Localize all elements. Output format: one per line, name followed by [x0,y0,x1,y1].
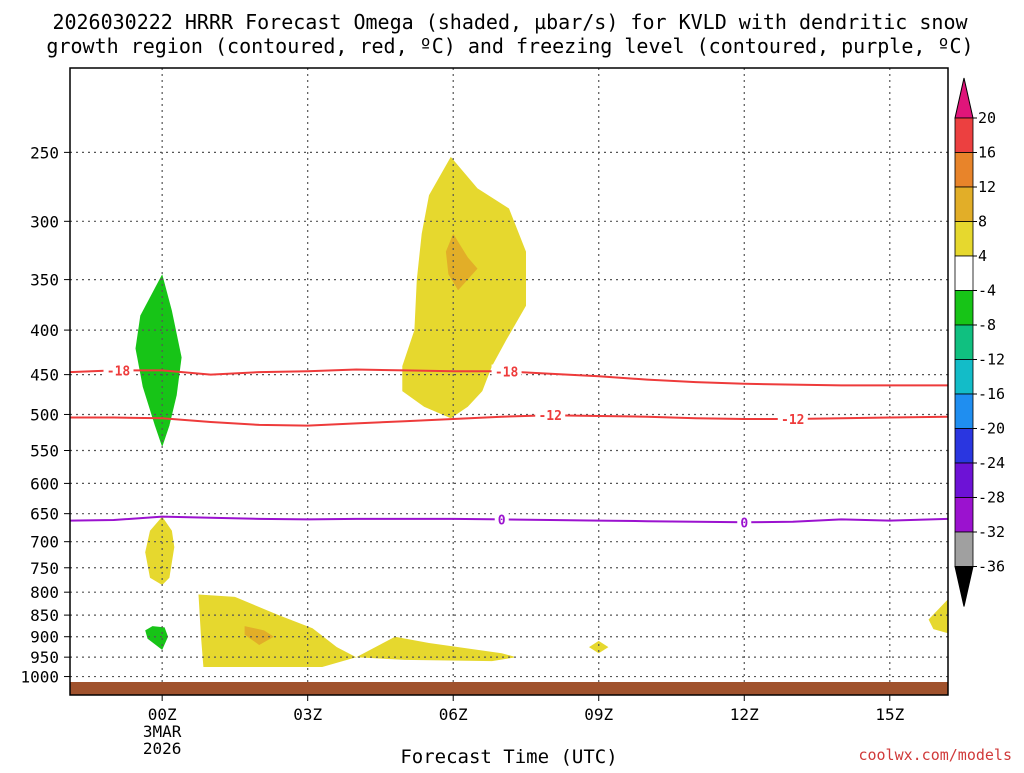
y-tick-label: 300 [30,212,59,231]
y-tick-label: 350 [30,271,59,290]
y-tick-label: 400 [30,321,59,340]
x-tick-label: 12Z [730,705,759,724]
colorbar-segment [954,221,974,257]
colorbar-label: -16 [978,385,1005,403]
colorbar-segment [954,186,974,222]
gridlines [70,68,948,695]
y-tick-label: 700 [30,533,59,552]
colorbar-segment [954,428,974,464]
colorbar-segment [954,393,974,429]
y-tick-label: 600 [30,474,59,493]
sinking-lower [198,594,517,667]
dgz-minus12-label: -12 [781,413,804,428]
x-year-label: 2026 [143,739,182,758]
contour-lines: -18 -18 -12 -12 0 0 [69,363,949,531]
colorbar-label: -4 [978,282,996,300]
colorbar-segment [954,255,974,291]
freezing-level-0-label: 0 [740,516,748,531]
colorbar-label: 16 [978,144,996,162]
uplift-aloft [135,274,182,447]
colorbar-segment [954,290,974,326]
colorbar-segment [954,359,974,395]
x-tick-label: 00Z [148,705,177,724]
colorbar-label: -20 [978,420,1005,438]
freezing-level-0-label: 0 [498,513,506,528]
chart-title-line2: growth region (contoured, red, ºC) and f… [46,34,973,58]
colorbar-label: -12 [978,351,1005,369]
colorbar-label: -32 [978,523,1005,541]
y-tick-label: 900 [30,628,59,647]
colorbar-label: 4 [978,247,987,265]
y-tick-label: 450 [30,366,59,385]
colorbar-label: 20 [978,109,996,127]
credit-text[interactable]: coolwx.com/models [858,746,1012,764]
y-tick-label: 800 [30,583,59,602]
sinking-upper-core [445,233,478,291]
colorbar-segment [954,497,974,533]
colorbar-segment [954,152,974,188]
sinking-upper-06z [402,156,526,419]
dgz-minus18-label-bg [491,364,522,379]
freezing-level-0-label-bg [737,515,752,530]
colorbar-label: -24 [978,454,1005,472]
freezing-level-0-label-bg [494,512,509,527]
x-tick-label: 15Z [875,705,904,724]
y-tick-label: 500 [30,405,59,424]
y-tick-label: 250 [30,143,59,162]
y-tick-label: 550 [30,442,59,461]
colorbar-label: -36 [978,558,1005,576]
y-axis-ticks: 250 300 350 400 450 500 550 600 650 700 750 800 850 9… [20,143,70,687]
dgz-minus12-label: -12 [538,409,561,424]
chart-title-line1: 2026030222 HRRR Forecast Omega (shaded, … [52,10,968,34]
colorbar: 20 16 12 8 4 -4 -8 -12 -16 -20 -24 -28 -32 -36 [954,77,1005,607]
dgz-minus18-label: -18 [495,366,519,381]
y-tick-label: 950 [30,648,59,667]
x-date-label: 3MAR [143,722,182,741]
colorbar-bottom-arrow [954,566,974,607]
dgz-minus18-label: -18 [107,364,131,379]
colorbar-label: 8 [978,213,987,231]
sinking-edge-16z [928,599,948,634]
colorbar-label: -28 [978,489,1005,507]
ground-surface-bar [70,682,948,695]
plot-frame [69,67,949,696]
y-tick-label: 1000 [20,668,59,687]
sinking-lower-core [244,626,274,645]
dgz-minus12-label-bg [777,411,808,426]
x-tick-label: 09Z [584,705,613,724]
sinking-small-09z [589,640,609,654]
x-tick-label: 06Z [439,705,468,724]
y-tick-label: 650 [30,505,59,524]
colorbar-segment [954,531,974,567]
colorbar-segment [954,324,974,360]
colorbar-segment [954,462,974,498]
x-tick-label: 03Z [293,705,322,724]
colorbar-label: 12 [978,178,996,196]
dgz-minus18-label-bg [103,363,134,378]
colorbar-label: -8 [978,316,996,334]
y-tick-label: 850 [30,606,59,625]
dgz-minus12-label-bg [535,408,566,423]
x-axis-label: Forecast Time (UTC) [400,746,617,768]
colorbar-segment [954,117,974,153]
y-tick-label: 750 [30,559,59,578]
